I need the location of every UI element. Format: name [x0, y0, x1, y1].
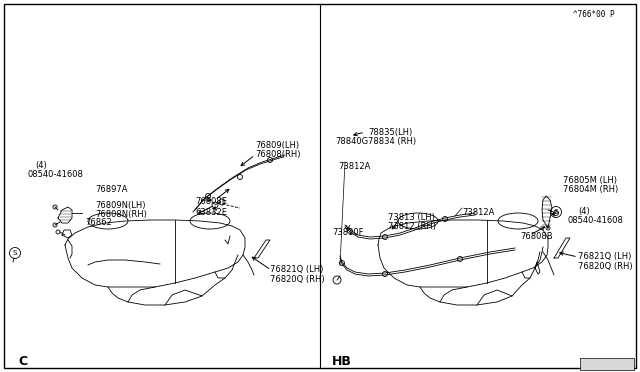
Text: (4): (4)	[578, 207, 589, 216]
Text: 76808B: 76808B	[520, 232, 552, 241]
Text: ^766*00 P: ^766*00 P	[573, 10, 615, 19]
Text: 78835(LH): 78835(LH)	[368, 128, 412, 137]
Text: 76821Q (LH): 76821Q (LH)	[270, 265, 323, 274]
Text: S: S	[554, 209, 558, 215]
Text: 76804M (RH): 76804M (RH)	[563, 185, 618, 194]
Text: 76809N(LH): 76809N(LH)	[95, 201, 145, 210]
Text: 76809(LH): 76809(LH)	[255, 141, 299, 150]
Text: 73812A: 73812A	[462, 208, 494, 217]
Text: 76805M (LH): 76805M (LH)	[563, 176, 617, 185]
FancyBboxPatch shape	[580, 358, 634, 370]
Text: 63832E: 63832E	[195, 208, 227, 217]
Text: 76808E: 76808E	[195, 197, 227, 206]
Text: 76808(RH): 76808(RH)	[255, 150, 301, 159]
Text: 76820Q (RH): 76820Q (RH)	[270, 275, 324, 284]
Text: HB: HB	[332, 355, 352, 368]
Text: 76897A: 76897A	[95, 185, 127, 194]
Text: 76862: 76862	[85, 218, 112, 227]
Text: 73810F: 73810F	[332, 228, 364, 237]
Text: 08540-41608: 08540-41608	[568, 216, 624, 225]
Text: 78834 (RH): 78834 (RH)	[368, 137, 416, 146]
Text: 76820Q (RH): 76820Q (RH)	[578, 262, 632, 271]
Text: S: S	[13, 250, 17, 256]
Text: 76808N(RH): 76808N(RH)	[95, 210, 147, 219]
Text: 78840G: 78840G	[335, 137, 368, 146]
Text: 73812A: 73812A	[338, 162, 371, 171]
Text: 73813 (LH): 73813 (LH)	[388, 213, 435, 222]
Text: (4): (4)	[35, 161, 47, 170]
Text: 08540-41608: 08540-41608	[28, 170, 84, 179]
Text: C: C	[18, 355, 27, 368]
Text: 73812 (RH): 73812 (RH)	[388, 222, 436, 231]
Text: 76821Q (LH): 76821Q (LH)	[578, 252, 632, 261]
